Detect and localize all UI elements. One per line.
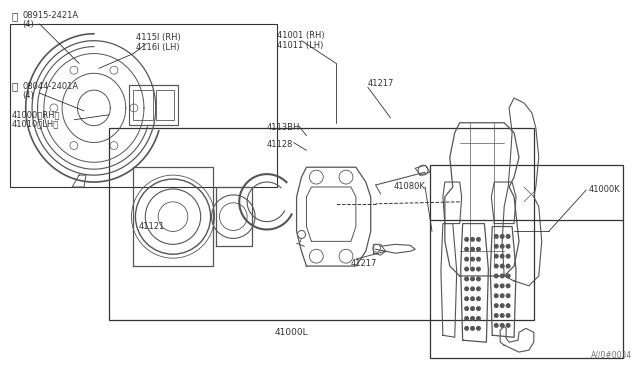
- Circle shape: [495, 244, 498, 248]
- Circle shape: [495, 264, 498, 268]
- Circle shape: [506, 274, 510, 278]
- Circle shape: [500, 284, 504, 288]
- Circle shape: [500, 304, 504, 307]
- Text: Ⓥ: Ⓥ: [12, 11, 18, 21]
- Text: 41080K: 41080K: [394, 183, 426, 192]
- Circle shape: [506, 304, 510, 307]
- Circle shape: [477, 327, 480, 330]
- Circle shape: [500, 294, 504, 298]
- Circle shape: [465, 247, 468, 251]
- Circle shape: [495, 314, 498, 317]
- Text: 41001 (RH): 41001 (RH): [277, 31, 324, 40]
- Circle shape: [495, 284, 498, 288]
- Circle shape: [506, 254, 510, 258]
- Circle shape: [471, 247, 474, 251]
- Circle shape: [477, 267, 480, 271]
- Text: 41217: 41217: [368, 79, 394, 88]
- Text: 4115l (RH): 4115l (RH): [136, 33, 181, 42]
- Circle shape: [500, 324, 504, 327]
- Circle shape: [465, 267, 468, 271]
- Circle shape: [506, 235, 510, 238]
- Text: 08044-2401A: 08044-2401A: [23, 81, 79, 91]
- Circle shape: [500, 244, 504, 248]
- Circle shape: [495, 235, 498, 238]
- Circle shape: [506, 244, 510, 248]
- Circle shape: [477, 257, 480, 261]
- Text: (4): (4): [23, 90, 35, 100]
- Circle shape: [500, 314, 504, 317]
- Circle shape: [471, 257, 474, 261]
- Bar: [129, 85, 178, 125]
- Circle shape: [495, 274, 498, 278]
- Circle shape: [495, 254, 498, 258]
- Circle shape: [477, 277, 480, 281]
- Circle shape: [506, 314, 510, 317]
- Circle shape: [465, 287, 468, 291]
- Circle shape: [500, 274, 504, 278]
- Circle shape: [471, 297, 474, 301]
- Text: 41128: 41128: [267, 140, 293, 149]
- Circle shape: [500, 235, 504, 238]
- Circle shape: [465, 257, 468, 261]
- Bar: [10, 24, 277, 187]
- Bar: [109, 128, 534, 320]
- Circle shape: [477, 297, 480, 301]
- Circle shape: [506, 284, 510, 288]
- Circle shape: [477, 307, 480, 310]
- Circle shape: [477, 247, 480, 251]
- Circle shape: [500, 264, 504, 268]
- Circle shape: [471, 277, 474, 281]
- Circle shape: [471, 238, 474, 241]
- Circle shape: [465, 277, 468, 281]
- Text: Ⓑ: Ⓑ: [12, 81, 18, 91]
- Circle shape: [477, 238, 480, 241]
- Text: 41000L: 41000L: [275, 328, 308, 337]
- Circle shape: [471, 327, 474, 330]
- Circle shape: [471, 267, 474, 271]
- Text: (4): (4): [23, 20, 35, 29]
- Circle shape: [477, 287, 480, 291]
- Circle shape: [465, 327, 468, 330]
- Text: 41010〈LH〉: 41010〈LH〉: [12, 119, 59, 128]
- Bar: [134, 90, 153, 120]
- Circle shape: [465, 317, 468, 320]
- Text: 4113BH: 4113BH: [267, 123, 300, 132]
- Circle shape: [506, 324, 510, 327]
- Bar: [430, 165, 623, 358]
- Text: 41217: 41217: [351, 259, 378, 267]
- Circle shape: [471, 287, 474, 291]
- Bar: [156, 90, 174, 120]
- Text: 41011 (LH): 41011 (LH): [277, 41, 323, 50]
- Circle shape: [500, 254, 504, 258]
- Circle shape: [477, 317, 480, 320]
- Circle shape: [471, 317, 474, 320]
- Circle shape: [495, 294, 498, 298]
- Text: 41000〈RH〉: 41000〈RH〉: [12, 110, 60, 119]
- Text: 41121: 41121: [138, 222, 164, 231]
- Text: 4116l (LH): 4116l (LH): [136, 43, 180, 52]
- Circle shape: [465, 297, 468, 301]
- Text: 08915-2421A: 08915-2421A: [23, 12, 79, 20]
- Circle shape: [471, 307, 474, 310]
- Text: A//0#0034: A//0#0034: [591, 350, 632, 360]
- Circle shape: [495, 304, 498, 307]
- Circle shape: [506, 294, 510, 298]
- Text: 41000K: 41000K: [588, 186, 620, 195]
- Circle shape: [495, 324, 498, 327]
- Circle shape: [465, 307, 468, 310]
- Circle shape: [465, 238, 468, 241]
- Circle shape: [506, 264, 510, 268]
